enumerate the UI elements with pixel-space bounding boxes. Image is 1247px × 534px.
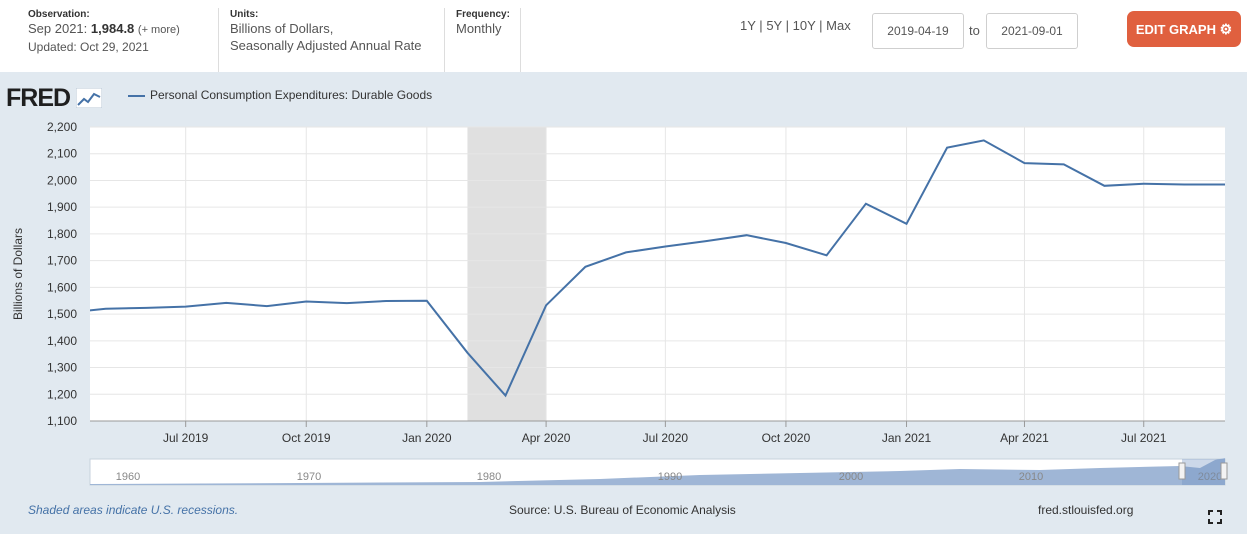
end-date-input[interactable]: 2021-09-01 bbox=[986, 13, 1078, 49]
y-tick-label: 1,800 bbox=[47, 227, 77, 241]
frequency-value: Monthly bbox=[456, 21, 502, 36]
y-tick-label: 1,900 bbox=[47, 200, 77, 214]
x-tick-label: Jan 2021 bbox=[882, 431, 932, 445]
units-label: Units: bbox=[230, 9, 259, 20]
y-tick-label: 1,500 bbox=[47, 307, 77, 321]
units-block: Units: Billions of Dollars, Seasonally A… bbox=[230, 9, 422, 54]
navigator-selection[interactable] bbox=[1182, 459, 1225, 485]
range-links: 1Y | 5Y | 10Y | Max bbox=[740, 18, 851, 33]
edit-graph-label: EDIT GRAPH bbox=[1135, 22, 1216, 37]
observation-more-link[interactable]: (+ more) bbox=[137, 24, 180, 36]
source-text: Source: U.S. Bureau of Economic Analysis bbox=[509, 503, 736, 517]
frequency-block: Frequency: Monthly bbox=[456, 9, 510, 37]
y-tick-label: 1,100 bbox=[47, 414, 77, 428]
navigator-labels: 1960 1970 1980 1990 2000 2010 2020 bbox=[116, 471, 1222, 483]
range-separator: | bbox=[759, 18, 763, 33]
plot-area bbox=[90, 127, 1225, 421]
y-axis: 1,100 1,200 1,300 1,400 1,500 1,600 1,700 1,800… bbox=[47, 120, 77, 428]
frequency-label: Frequency: bbox=[456, 9, 510, 20]
x-tick-label: Oct 2019 bbox=[282, 431, 331, 445]
navigator-year-label: 2020 bbox=[1198, 471, 1222, 483]
units-line2: Seasonally Adjusted Annual Rate bbox=[230, 38, 422, 53]
observation-line: Sep 2021: 1,984.8 (+ more) bbox=[28, 20, 180, 39]
range-5y-link[interactable]: 5Y bbox=[766, 18, 782, 33]
x-tick-label: Jan 2020 bbox=[402, 431, 452, 445]
navigator-year-label: 2010 bbox=[1019, 471, 1043, 483]
x-tick-label: Apr 2020 bbox=[522, 431, 571, 445]
header-divider bbox=[218, 8, 219, 72]
recession-note: Shaded areas indicate U.S. recessions. bbox=[28, 503, 239, 517]
graph-header: Observation: Sep 2021: 1,984.8 (+ more) … bbox=[0, 0, 1247, 72]
y-tick-label: 1,300 bbox=[47, 361, 77, 375]
fred-logo-text: FRED bbox=[6, 84, 71, 112]
range-separator: | bbox=[785, 18, 789, 33]
navigator-series-area bbox=[90, 458, 1225, 485]
range-separator: | bbox=[819, 18, 823, 33]
y-tick-label: 1,700 bbox=[47, 254, 77, 268]
fullscreen-icon[interactable] bbox=[1208, 510, 1222, 524]
navigator-year-label: 1980 bbox=[477, 471, 501, 483]
y-tick-label: 2,200 bbox=[47, 120, 77, 134]
navigator-year-label: 2000 bbox=[839, 471, 863, 483]
to-label: to bbox=[969, 23, 980, 38]
x-tick-label: Jul 2019 bbox=[163, 431, 209, 445]
x-axis: Jul 2019 Oct 2019 Jan 2020 Apr 2020 Jul 2020… bbox=[90, 420, 1225, 445]
y-tick-label: 1,200 bbox=[47, 387, 77, 401]
series-line bbox=[90, 139, 1225, 398]
recession-layer bbox=[467, 127, 547, 421]
observation-block: Observation: Sep 2021: 1,984.8 (+ more) … bbox=[28, 9, 180, 55]
y-tick-label: 1,400 bbox=[47, 334, 77, 348]
x-tick-label: Apr 2021 bbox=[1000, 431, 1049, 445]
gridlines bbox=[90, 126, 1225, 422]
observation-date: Sep 2021: bbox=[28, 21, 88, 36]
x-tick-label: Jul 2020 bbox=[643, 431, 689, 445]
recession-band bbox=[467, 127, 547, 421]
navigator-year-label: 1960 bbox=[116, 471, 140, 483]
header-divider bbox=[520, 8, 521, 72]
observation-label: Observation: bbox=[28, 9, 90, 20]
range-navigator[interactable]: 1960 1970 1980 1990 2000 2010 2020 bbox=[89, 458, 1228, 486]
y-axis-label: Billions of Dollars bbox=[11, 228, 25, 320]
units-line1: Billions of Dollars, bbox=[230, 21, 334, 36]
y-tick-label: 2,100 bbox=[47, 147, 77, 161]
x-tick-label: Oct 2020 bbox=[762, 431, 811, 445]
navigator-left-handle[interactable] bbox=[1178, 462, 1186, 480]
x-tick-label: Jul 2021 bbox=[1121, 431, 1167, 445]
start-date-input[interactable]: 2019-04-19 bbox=[872, 13, 964, 49]
updated-date: Updated: Oct 29, 2021 bbox=[28, 40, 149, 54]
y-tick-label: 1,600 bbox=[47, 280, 77, 294]
fred-logo: FRED bbox=[6, 84, 103, 113]
site-link[interactable]: fred.stlouisfed.org bbox=[1038, 503, 1134, 517]
range-1y-link[interactable]: 1Y bbox=[740, 18, 756, 33]
range-max-link[interactable]: Max bbox=[826, 18, 851, 33]
header-divider bbox=[444, 8, 445, 72]
edit-graph-button[interactable]: EDIT GRAPH ⚙ bbox=[1127, 11, 1241, 47]
navigator-year-label: 1990 bbox=[658, 471, 682, 483]
gear-icon: ⚙ bbox=[1219, 21, 1233, 37]
legend-line-swatch bbox=[128, 95, 145, 97]
y-tick-label: 2,000 bbox=[47, 173, 77, 187]
range-10y-link[interactable]: 10Y bbox=[792, 18, 816, 33]
legend-series-label: Personal Consumption Expenditures: Durab… bbox=[150, 88, 433, 102]
observation-value: 1,984.8 bbox=[90, 21, 135, 36]
navigator-right-handle[interactable] bbox=[1220, 462, 1228, 480]
series-layer bbox=[90, 139, 1225, 398]
navigator-year-label: 1970 bbox=[297, 471, 321, 483]
